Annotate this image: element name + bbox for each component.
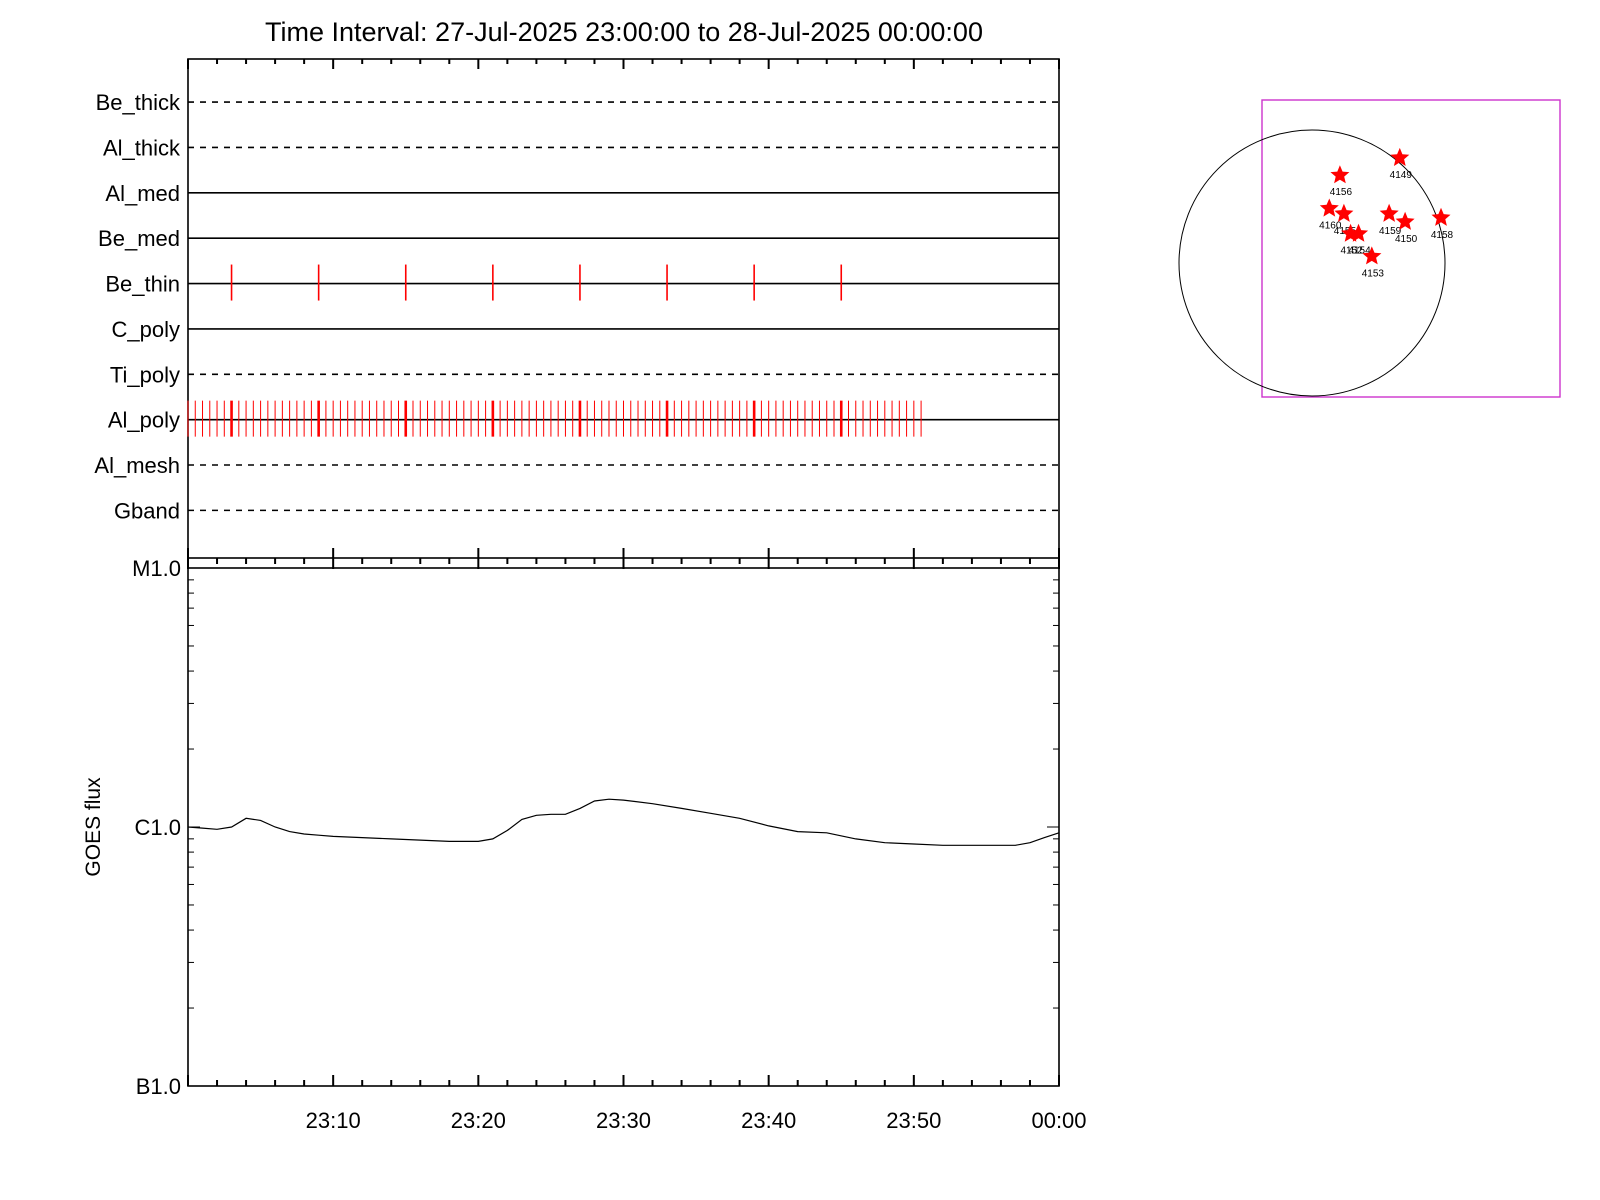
active-region-label: 4153 [1362,268,1385,279]
x-tick-label: 23:40 [741,1108,796,1133]
x-tick-label: 23:20 [451,1108,506,1133]
active-region-marker [1349,223,1369,242]
goes-flux-panel: 23:10 23:20 23:30 23:40 23:50 00:00 B1.0 C1.0 M1… [82,548,1087,1133]
channel-label: Ti_poly [110,362,180,387]
x-tick-label: 00:00 [1031,1108,1086,1133]
goes-flux-line [187,798,1060,846]
x-tick-label: 23:10 [306,1108,361,1133]
channel-label: C_poly [112,317,180,342]
timeline-frame [187,58,1060,559]
x-tick-label: 23:50 [886,1108,941,1133]
active-region-marker [1431,207,1451,226]
solar-limb [1178,129,1446,397]
active-region-label: 4156 [1330,187,1353,198]
y-tick-label: B1.0 [136,1074,181,1099]
channel-label: Al_mesh [94,453,180,478]
active-region-label: 4149 [1390,170,1413,181]
x-tick-label: 23:30 [596,1108,651,1133]
active-region-marker [1379,203,1399,222]
channel-label: Al_med [105,181,180,206]
active-region-marker [1330,165,1350,184]
active-region-label: 4152 [1340,246,1363,257]
active-region-label: 4158 [1431,230,1454,241]
y-tick-label: C1.0 [135,815,181,840]
channel-label: Al_poly [108,408,180,433]
goes-frame [187,567,1060,1087]
channel-label: Gband [114,498,180,523]
active-region-marker [1319,198,1339,217]
y-tick-label: M1.0 [132,556,181,581]
solar-disk-map: 4149415641604155415241544153415941504158 [1178,99,1561,398]
channel-label: Be_thick [96,90,181,115]
active-region-marker [1334,203,1354,222]
active-region-marker [1341,223,1361,242]
active-region-marker [1395,211,1415,230]
active-region-marker [1362,246,1382,265]
chart-title: Time Interval: 27-Jul-2025 23:00:00 to 2… [265,17,983,47]
active-region-label: 4154 [1348,246,1371,257]
field-of-view-box [1261,99,1561,398]
channel-timeline-panel: Be_thick Al_thick Al_med Be_med Be_thin C_pol… [94,58,1060,559]
y-axis-label: GOES flux [82,777,105,877]
channel-label: Be_med [98,226,180,251]
channel-label: Be_thin [105,272,180,297]
active-region-label: 4150 [1395,234,1418,245]
channel-label: Al_thick [103,135,181,160]
active-region-label: 4159 [1379,226,1402,237]
active-region-marker [1390,147,1410,166]
active-region-label: 4160 [1319,220,1342,231]
